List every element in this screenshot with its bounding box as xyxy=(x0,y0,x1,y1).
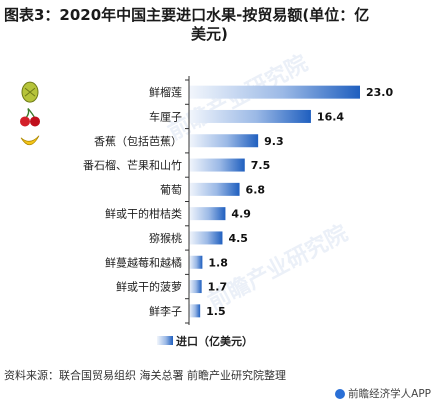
bar xyxy=(189,255,203,269)
category-label: 鲜蔓越莓和越橘 xyxy=(105,255,182,269)
legend-label: 进口（亿美元） xyxy=(176,334,253,348)
chart-title: 图表3：2020年中国主要进口水果-按贸易额(单位：亿 美元) xyxy=(4,6,432,44)
data-label: 9.3 xyxy=(264,135,284,148)
data-label: 1.7 xyxy=(208,281,228,294)
category-label: 车厘子 xyxy=(149,109,182,123)
bar xyxy=(189,280,202,294)
data-label: 4.5 xyxy=(228,232,248,245)
data-label: 1.8 xyxy=(208,256,228,269)
cherry-icon xyxy=(20,108,40,127)
category-label: 鲜榴莲 xyxy=(149,85,182,99)
data-label: 4.9 xyxy=(231,208,251,221)
bar-chart: 鲜榴莲 23.0 车厘子 16.4 香蕉（包括芭蕉） 9.3 番石榴、芒果和山竹 7.5 葡萄 6… xyxy=(20,76,393,348)
banana-icon xyxy=(20,135,40,146)
data-label: 1.5 xyxy=(206,305,226,318)
category-label: 鲜李子 xyxy=(149,304,182,318)
source-note: 资料来源：联合国贸易组织 海关总署 前瞻产业研究院整理 xyxy=(4,369,286,382)
brand-label: 前瞻经济学人APP xyxy=(335,386,431,401)
category-label: 香蕉（包括芭蕉） xyxy=(94,134,182,148)
bar xyxy=(189,158,245,172)
bar xyxy=(189,304,201,318)
category-label: 番石榴、芒果和山竹 xyxy=(83,158,182,172)
bar xyxy=(189,207,226,221)
chart-title-line-1: 图表3：2020年中国主要进口水果-按贸易额(单位：亿 xyxy=(4,6,370,24)
category-label: 鲜或干的柑桔类 xyxy=(105,207,182,221)
brand-logo-icon xyxy=(335,388,346,399)
data-label: 23.0 xyxy=(366,86,393,99)
bar xyxy=(189,182,240,196)
category-label: 葡萄 xyxy=(160,183,182,196)
bar xyxy=(189,109,311,123)
data-label: 16.4 xyxy=(317,110,344,123)
category-label: 鲜或干的菠萝 xyxy=(116,280,182,294)
chart-title-line-2: 美元) xyxy=(191,25,228,43)
bar xyxy=(189,134,259,148)
data-label: 7.5 xyxy=(251,159,271,172)
bar xyxy=(189,231,223,245)
durian-icon xyxy=(21,81,39,103)
data-label: 6.8 xyxy=(246,183,266,196)
bar xyxy=(189,85,360,99)
brand-text: 前瞻经济学人APP xyxy=(348,388,431,400)
category-label: 猕猴桃 xyxy=(149,231,182,245)
legend-swatch xyxy=(157,336,173,345)
